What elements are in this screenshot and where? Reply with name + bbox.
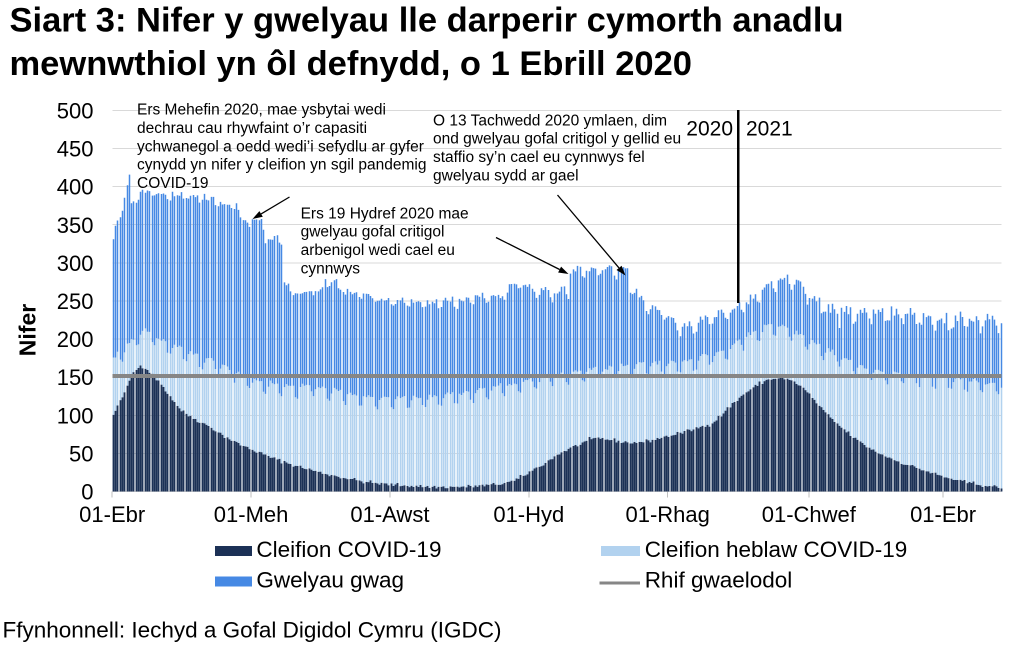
- svg-text:Nifer: Nifer: [15, 304, 41, 356]
- svg-text:150: 150: [57, 365, 94, 390]
- svg-text:01-Ebr: 01-Ebr: [79, 502, 145, 527]
- svg-text:200: 200: [57, 327, 94, 352]
- svg-text:250: 250: [57, 289, 94, 314]
- svg-text:arbenigol wedi cael eu: arbenigol wedi cael eu: [301, 242, 455, 259]
- svg-text:Siart 3: Nifer y gwelyau lle d: Siart 3: Nifer y gwelyau lle darperir cy…: [10, 2, 844, 40]
- svg-text:Cleifion COVID-19: Cleifion COVID-19: [256, 537, 441, 562]
- svg-text:2020: 2020: [686, 118, 733, 141]
- svg-text:01-Chwef: 01-Chwef: [762, 502, 857, 527]
- svg-text:gwelyau sydd ar gael: gwelyau sydd ar gael: [433, 168, 579, 185]
- svg-text:0: 0: [81, 480, 93, 505]
- svg-text:COVID-19: COVID-19: [137, 175, 209, 192]
- svg-text:gwelyau gofal critigol: gwelyau gofal critigol: [301, 224, 445, 241]
- svg-text:01-Rhag: 01-Rhag: [626, 502, 710, 527]
- svg-text:mewnwthiol yn ôl defnydd, o 1: mewnwthiol yn ôl defnydd, o 1 Ebrill 202…: [10, 45, 692, 83]
- svg-text:Ers Mehefin 2020, mae ysbytai: Ers Mehefin 2020, mae ysbytai wedi: [137, 102, 386, 119]
- svg-text:cynnwys: cynnwys: [301, 261, 361, 278]
- svg-text:450: 450: [57, 137, 94, 162]
- svg-text:300: 300: [57, 251, 94, 276]
- svg-text:01-Meh: 01-Meh: [214, 502, 289, 527]
- svg-text:Ers 19 Hydref 2020 mae: Ers 19 Hydref 2020 mae: [301, 205, 469, 222]
- svg-text:Gwelyau gwag: Gwelyau gwag: [256, 568, 404, 593]
- svg-text:ychwanegol a oedd wedi’i sefyd: ychwanegol a oedd wedi’i sefydlu ar gyfe…: [137, 138, 424, 155]
- svg-text:Rhif gwaelodol: Rhif gwaelodol: [645, 568, 793, 593]
- svg-text:100: 100: [57, 403, 94, 428]
- svg-text:50: 50: [69, 442, 93, 467]
- svg-text:cynydd yn nifer y cleifion yn: cynydd yn nifer y cleifion yn sgil pande…: [137, 157, 426, 174]
- svg-text:500: 500: [57, 98, 94, 123]
- svg-text:2021: 2021: [746, 118, 793, 141]
- svg-text:Cleifion heblaw COVID-19: Cleifion heblaw COVID-19: [645, 537, 908, 562]
- svg-text:01-Awst: 01-Awst: [350, 502, 429, 527]
- svg-text:O 13 Tachwedd 2020 ymlaen, dim: O 13 Tachwedd 2020 ymlaen, dim: [433, 112, 667, 129]
- svg-text:01-Hyd: 01-Hyd: [493, 502, 564, 527]
- svg-text:Ffynhonnell: Iechyd a Gofal Di: Ffynhonnell: Iechyd a Gofal Digidol Cymr…: [3, 618, 502, 643]
- svg-text:dechrau cau rhywfaint o’r capa: dechrau cau rhywfaint o’r capasiti: [137, 120, 367, 137]
- svg-text:01-Ebr: 01-Ebr: [910, 502, 976, 527]
- svg-text:400: 400: [57, 175, 94, 200]
- svg-text:ond gwelyau gofal critigol y g: ond gwelyau gofal critigol y gellid eu: [433, 131, 681, 148]
- svg-text:350: 350: [57, 213, 94, 238]
- svg-text:staffio sy’n cael eu cynnwys f: staffio sy’n cael eu cynnwys fel: [433, 149, 645, 166]
